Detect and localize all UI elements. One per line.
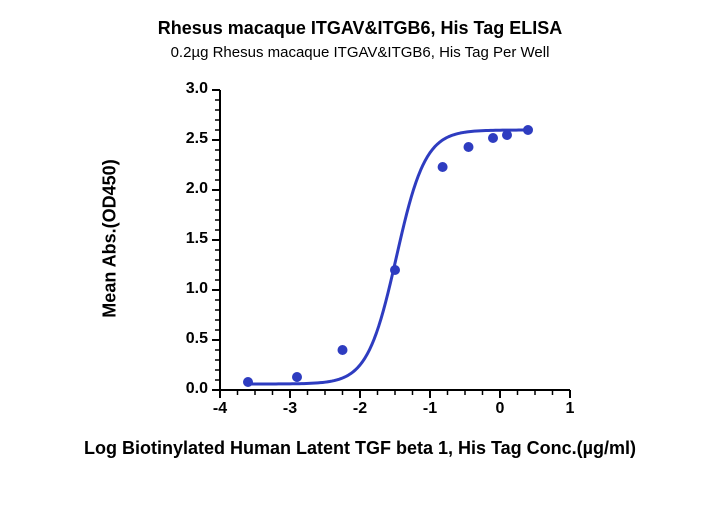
x-tick-label: -2 <box>340 400 380 418</box>
data-point <box>523 125 533 135</box>
data-point <box>438 162 448 172</box>
x-tick-label: -4 <box>200 400 240 418</box>
y-tick-label: 2.5 <box>158 130 208 148</box>
data-point <box>488 133 498 143</box>
y-axis-label: Mean Abs.(OD450) <box>100 139 121 339</box>
y-tick-label: 3.0 <box>158 80 208 98</box>
x-axis-label: Log Biotinylated Human Latent TGF beta 1… <box>0 438 720 459</box>
x-tick-label: 1 <box>550 400 590 418</box>
y-tick-label: 0.0 <box>158 380 208 398</box>
y-tick-label: 0.5 <box>158 330 208 348</box>
data-point <box>338 345 348 355</box>
y-tick-label: 2.0 <box>158 180 208 198</box>
data-point <box>292 372 302 382</box>
curve-line <box>248 130 528 384</box>
y-tick-label: 1.0 <box>158 280 208 298</box>
x-tick-label: -1 <box>410 400 450 418</box>
container: Rhesus macaque ITGAV&ITGB6, His Tag ELIS… <box>0 0 720 505</box>
data-point <box>243 377 253 387</box>
x-tick-label: 0 <box>480 400 520 418</box>
x-tick-label: -3 <box>270 400 310 418</box>
data-point <box>502 130 512 140</box>
data-point <box>390 265 400 275</box>
y-tick-label: 1.5 <box>158 230 208 248</box>
data-point <box>464 142 474 152</box>
